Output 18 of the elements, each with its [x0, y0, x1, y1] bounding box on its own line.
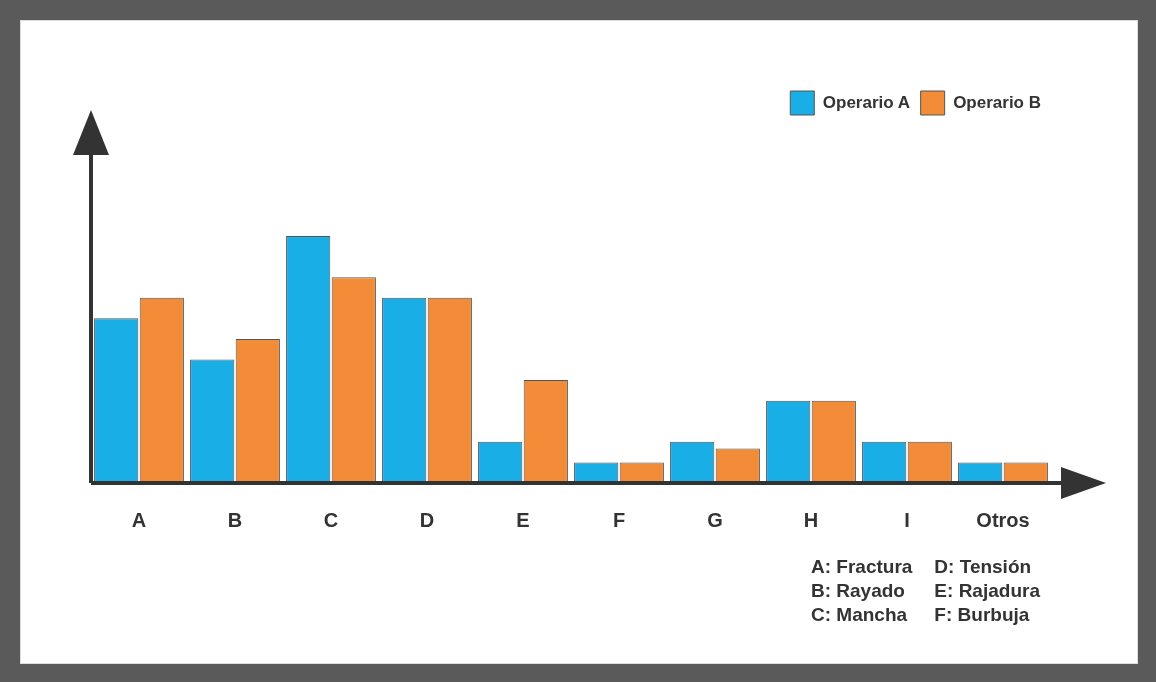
x-tick-label: F — [612, 508, 626, 531]
x-tick-label: B — [227, 508, 243, 531]
text: F: Burbuja — [934, 604, 1031, 626]
x-tick-label: G — [707, 508, 723, 531]
x-tick-label: I — [904, 508, 910, 531]
x-tick-label: A — [131, 508, 147, 531]
x-tick-label: D — [419, 508, 435, 531]
x-tick-label: C — [323, 508, 339, 531]
x-tick-label: E — [516, 508, 530, 531]
text: B: Rayado — [811, 580, 906, 602]
x-tick-label: Otros — [976, 508, 1030, 531]
text: D: Tensión — [934, 556, 1033, 578]
legend-label: Operario B — [953, 92, 1041, 112]
text: E: Rajadura — [934, 580, 1040, 602]
text: C: Mancha — [811, 604, 909, 626]
legend-label: Operario A — [822, 92, 911, 112]
text: A: Fractura — [811, 556, 913, 578]
x-tick-label: H — [803, 508, 819, 531]
